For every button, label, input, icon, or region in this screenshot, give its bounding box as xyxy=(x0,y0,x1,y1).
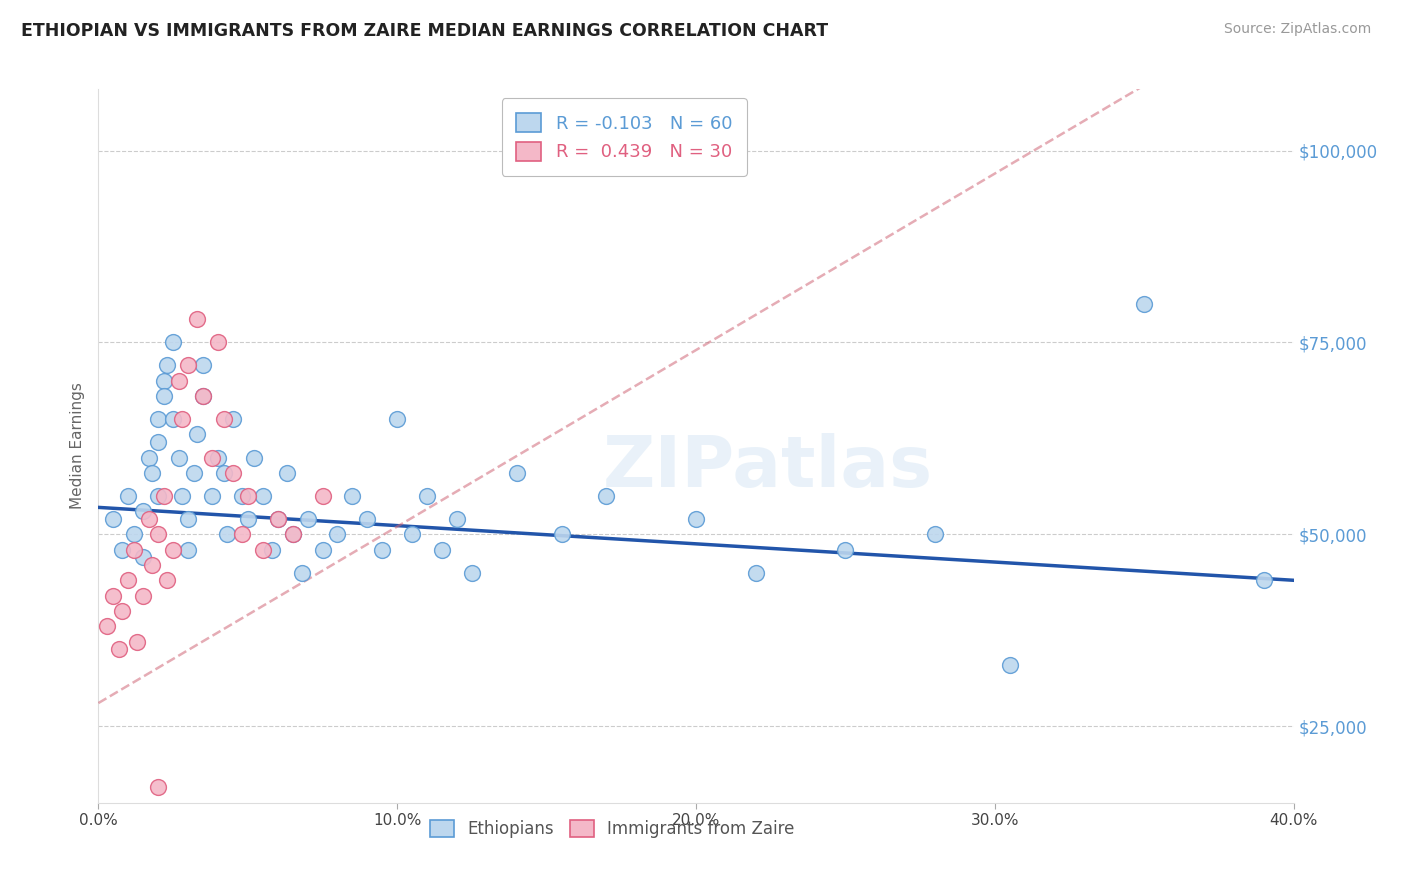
Point xyxy=(401,527,423,541)
Point xyxy=(260,542,283,557)
Point xyxy=(446,512,468,526)
Point xyxy=(430,542,453,557)
Point xyxy=(506,466,529,480)
Point xyxy=(153,389,176,403)
Legend: Ethiopians, Immigrants from Zaire: Ethiopians, Immigrants from Zaire xyxy=(423,813,801,845)
Point xyxy=(550,527,572,541)
Point xyxy=(153,489,176,503)
Point xyxy=(201,489,224,503)
Point xyxy=(156,574,179,588)
Point xyxy=(252,489,274,503)
Point xyxy=(162,335,184,350)
Point xyxy=(924,527,946,541)
Point xyxy=(177,542,200,557)
Point xyxy=(153,374,176,388)
Point xyxy=(267,512,290,526)
Point xyxy=(124,527,146,541)
Point xyxy=(148,435,170,450)
Point xyxy=(162,412,184,426)
Point xyxy=(138,450,160,465)
Point xyxy=(243,450,266,465)
Point xyxy=(207,450,229,465)
Point xyxy=(183,466,205,480)
Point xyxy=(1133,297,1156,311)
Point xyxy=(108,642,131,657)
Point xyxy=(103,512,125,526)
Point xyxy=(148,780,170,795)
Point xyxy=(177,359,200,373)
Point xyxy=(138,512,160,526)
Point xyxy=(167,374,190,388)
Point xyxy=(745,566,768,580)
Point xyxy=(252,542,274,557)
Point xyxy=(281,527,304,541)
Point xyxy=(186,312,208,326)
Point xyxy=(191,389,214,403)
Point xyxy=(311,542,333,557)
Point xyxy=(148,527,170,541)
Point xyxy=(1253,574,1275,588)
Point xyxy=(191,359,214,373)
Point xyxy=(141,466,163,480)
Point xyxy=(461,566,484,580)
Point xyxy=(96,619,118,633)
Point xyxy=(132,504,155,518)
Point xyxy=(212,412,235,426)
Point xyxy=(177,512,200,526)
Point xyxy=(236,489,259,503)
Point xyxy=(685,512,707,526)
Point xyxy=(212,466,235,480)
Point xyxy=(291,566,314,580)
Point xyxy=(215,527,238,541)
Point xyxy=(207,335,229,350)
Point xyxy=(371,542,394,557)
Point xyxy=(111,604,134,618)
Point xyxy=(148,412,170,426)
Text: Source: ZipAtlas.com: Source: ZipAtlas.com xyxy=(1223,22,1371,37)
Point xyxy=(141,558,163,572)
Point xyxy=(127,634,149,648)
Point xyxy=(236,512,259,526)
Point xyxy=(172,489,194,503)
Point xyxy=(385,412,409,426)
Point xyxy=(326,527,349,541)
Point xyxy=(172,412,194,426)
Point xyxy=(416,489,439,503)
Point xyxy=(201,450,224,465)
Y-axis label: Median Earnings: Median Earnings xyxy=(70,383,86,509)
Point xyxy=(156,359,179,373)
Point xyxy=(311,489,333,503)
Point xyxy=(276,466,298,480)
Point xyxy=(297,512,319,526)
Point xyxy=(222,466,245,480)
Point xyxy=(167,450,190,465)
Point xyxy=(267,512,290,526)
Point xyxy=(162,542,184,557)
Point xyxy=(342,489,364,503)
Point xyxy=(281,527,304,541)
Point xyxy=(186,427,208,442)
Point xyxy=(124,542,146,557)
Point xyxy=(231,489,253,503)
Point xyxy=(595,489,617,503)
Point xyxy=(117,489,139,503)
Point xyxy=(356,512,378,526)
Point xyxy=(117,574,139,588)
Point xyxy=(231,527,253,541)
Point xyxy=(191,389,214,403)
Text: ZIPatlas: ZIPatlas xyxy=(603,433,932,502)
Point xyxy=(103,589,125,603)
Text: ETHIOPIAN VS IMMIGRANTS FROM ZAIRE MEDIAN EARNINGS CORRELATION CHART: ETHIOPIAN VS IMMIGRANTS FROM ZAIRE MEDIA… xyxy=(21,22,828,40)
Point xyxy=(222,412,245,426)
Point xyxy=(132,589,155,603)
Point xyxy=(111,542,134,557)
Point xyxy=(998,657,1021,672)
Point xyxy=(132,550,155,565)
Point xyxy=(148,489,170,503)
Point xyxy=(834,542,856,557)
